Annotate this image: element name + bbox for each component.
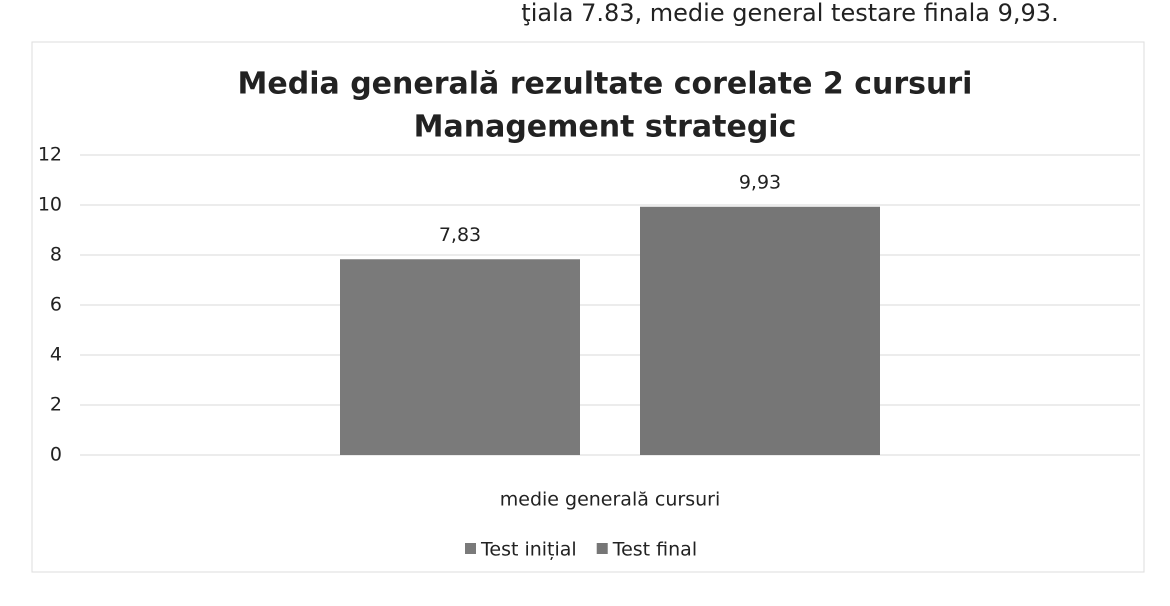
value-label: 7,83: [439, 224, 481, 246]
y-tick-label: 4: [50, 344, 62, 366]
legend-label: Test final: [612, 539, 697, 561]
x-tick-label: medie generală cursuri: [500, 489, 721, 511]
y-tick-label: 0: [50, 444, 62, 466]
legend-label: Test inițial: [480, 539, 577, 561]
bar: [640, 206, 880, 455]
value-label: 9,93: [739, 171, 781, 193]
y-tick-label: 12: [38, 144, 62, 166]
chart-frame: [31, 41, 1145, 573]
y-tick-label: 10: [38, 194, 62, 216]
annotation: ţiala 7.83, medie general testare finala…: [521, 0, 1058, 27]
y-tick-label: 6: [50, 294, 62, 316]
y-tick-label: 2: [50, 394, 62, 416]
chart-subtitle: Management strategic: [414, 110, 797, 145]
legend-swatch: [596, 543, 608, 554]
legend-swatch: [465, 543, 476, 554]
y-tick-label: 8: [50, 244, 62, 266]
chart-title: Media generală rezultate corelate 2 curs…: [238, 67, 973, 102]
bar: [340, 259, 580, 455]
